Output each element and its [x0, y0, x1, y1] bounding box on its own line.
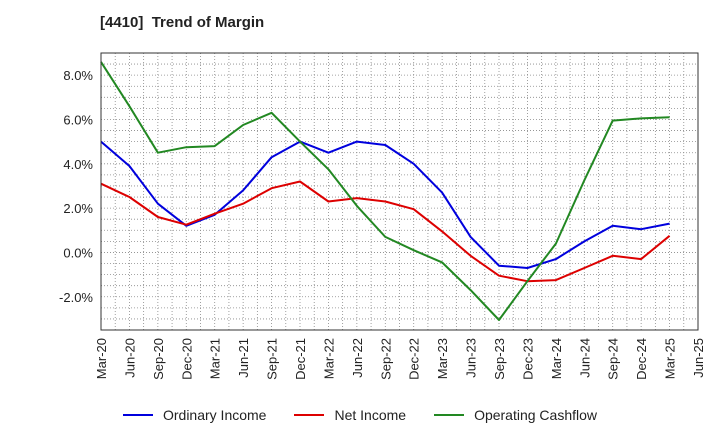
line-chart: -2.0% 0.0% 2.0% 4.0% 6.0% 8.0% Mar-20 Jun-20 Sep…: [59, 52, 706, 380]
plot-frame: [100, 52, 699, 331]
x-tick-label: Jun-20: [122, 338, 137, 378]
y-tick-label: 4.0%: [63, 157, 93, 172]
x-tick-label: Dec-23: [520, 338, 535, 380]
legend-swatch: [434, 414, 465, 416]
legend: Ordinary Income Net Income Operating Cashf…: [0, 404, 720, 426]
axis-ticks: -2.0% 0.0% 2.0% 4.0% 6.0% 8.0% Mar-20 Jun-20 Sep…: [59, 68, 706, 380]
x-tick-label: Dec-20: [179, 338, 194, 380]
x-tick-label: Dec-24: [634, 338, 649, 380]
x-tick-label: Jun-22: [350, 338, 365, 378]
series-line-operating-cashflow: [100, 61, 670, 321]
x-tick-label: Mar-23: [435, 338, 450, 379]
x-tick-label: Dec-22: [407, 338, 422, 380]
x-tick-label: Mar-21: [208, 338, 223, 379]
legend-swatch: [122, 414, 153, 416]
x-tick-label: Mar-25: [663, 338, 678, 379]
y-tick-label: 0.0%: [63, 245, 93, 260]
y-tick-label: 6.0%: [63, 112, 93, 127]
x-tick-label: Jun-21: [236, 338, 251, 378]
grid-lines: [100, 53, 699, 330]
x-tick-label: Jun-23: [464, 338, 479, 378]
x-tick-label: Sep-20: [151, 338, 166, 380]
y-tick-label: 8.0%: [63, 68, 93, 83]
legend-label: Ordinary Income: [162, 407, 267, 423]
chart-title: [4410] Trend of Margin: [100, 14, 265, 31]
legend-item: Operating Cashflow: [434, 404, 597, 426]
legend-label: Operating Cashflow: [474, 407, 598, 423]
x-tick-label: Sep-23: [492, 338, 507, 380]
legend-swatch: [294, 414, 325, 416]
x-tick-label: Sep-21: [265, 338, 280, 380]
x-tick-label: Sep-24: [606, 338, 621, 380]
x-tick-label: Jun-24: [577, 338, 592, 378]
x-tick-label: Mar-20: [94, 338, 109, 379]
y-tick-label: 2.0%: [63, 201, 93, 216]
x-tick-label: Jun-25: [691, 338, 706, 378]
x-tick-label: Dec-21: [293, 338, 308, 380]
x-tick-label: Mar-24: [549, 338, 564, 379]
legend-label: Net Income: [334, 407, 407, 423]
series-line-ordinary-income: [100, 140, 670, 269]
legend-item: Ordinary Income: [122, 404, 267, 426]
legend-item: Net Income: [294, 404, 406, 426]
series-layer: [100, 61, 671, 321]
y-tick-label: -2.0%: [59, 290, 93, 305]
x-tick-label: Mar-22: [321, 338, 336, 379]
series-line-net-income: [100, 180, 671, 283]
x-tick-label: Sep-22: [378, 338, 393, 380]
